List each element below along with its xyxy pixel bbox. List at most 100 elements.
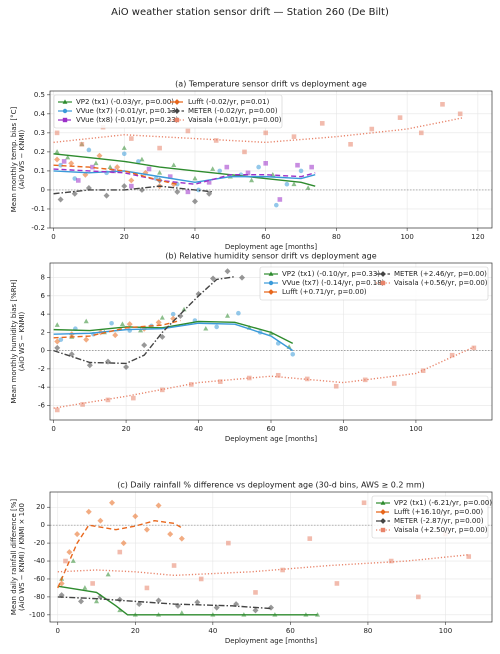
x-axis-label: Deployment age [months] [225, 435, 317, 443]
data-point [107, 164, 113, 169]
data-point [181, 306, 187, 312]
y-tick-label: -0.1 [31, 205, 45, 213]
data-point [319, 121, 325, 126]
legend-label: VVue (tx7) (-0.01/yr, p=0.13) [76, 107, 179, 115]
legend-label: Lufft (+0.71/yr, p=0.00) [282, 288, 367, 296]
data-point [195, 291, 202, 298]
data-point [146, 166, 152, 172]
legend-marker [174, 99, 180, 105]
legend-label: VP2 (tx1) (-0.10/yr, p=0.33) [282, 270, 380, 278]
y-tick-label: -0.2 [31, 224, 45, 232]
data-point [305, 185, 311, 190]
data-point [66, 549, 73, 556]
data-point [117, 607, 123, 613]
x-tick-label: 40 [208, 627, 217, 635]
data-point [143, 526, 150, 533]
legend-box [259, 266, 489, 301]
data-point [388, 558, 394, 564]
data-point [119, 321, 125, 326]
data-point [131, 395, 136, 401]
data-point [82, 171, 89, 178]
data-point [263, 161, 268, 166]
data-point [256, 164, 261, 170]
y-tick-label: -6 [38, 401, 46, 409]
data-point [291, 134, 297, 139]
y-tick-label: -2 [38, 365, 45, 373]
legend-label: VVue (tx8) (-0.01/yr, p=0.23) [76, 116, 179, 124]
data-point [291, 181, 297, 187]
y-tick-label: -80 [34, 593, 45, 601]
data-point [185, 189, 191, 195]
data-point [226, 540, 231, 546]
y-tick-label: 0 [41, 186, 45, 194]
data-point [139, 156, 145, 162]
data-point [171, 162, 177, 168]
data-point [86, 147, 92, 153]
legend-label: VP2 (tx1) (-6.21/yr, p=0.00) [394, 499, 492, 507]
data-point [252, 607, 259, 614]
data-point [141, 342, 148, 349]
plot-frame [49, 90, 493, 229]
data-point [361, 500, 367, 506]
data-point [174, 188, 181, 195]
panel-title: (a) Temperature sensor drift vs deployme… [175, 80, 367, 89]
data-point [121, 151, 127, 157]
trend-line [57, 519, 183, 589]
data-point [128, 177, 135, 184]
data-point [136, 601, 143, 608]
x-tick-label: 80 [332, 233, 341, 241]
data-point [74, 531, 81, 538]
y-tick-label: 0 [41, 521, 45, 529]
y-axis-label: (AiO WS − KNMI) [18, 129, 26, 189]
data-point [114, 164, 121, 171]
legend-label: VVue (tx7) (-0.14/yr, p=0.18) [282, 279, 385, 287]
data-point [155, 319, 162, 326]
data-point [72, 176, 78, 181]
legend-marker [62, 99, 68, 104]
y-tick-label: 4 [41, 310, 46, 318]
x-tick-label: 100 [409, 425, 422, 433]
data-point [117, 549, 123, 555]
x-tick-label: 80 [339, 425, 348, 433]
x-tick-label: 0 [56, 627, 60, 635]
x-tick-label: 20 [131, 627, 140, 635]
data-point [58, 580, 65, 587]
x-tick-label: 40 [194, 425, 203, 433]
data-point [274, 202, 279, 208]
trend-line [53, 164, 178, 185]
legend-label: METER (-2.87/yr, p=0.00) [394, 517, 484, 525]
data-point [284, 181, 290, 187]
legend-marker [380, 518, 386, 524]
data-point [275, 372, 281, 378]
trend-line [53, 322, 294, 352]
data-point [198, 576, 204, 582]
data-point [397, 115, 403, 120]
data-point [57, 196, 64, 203]
data-point [90, 581, 95, 586]
trend-line [57, 596, 272, 610]
data-point [440, 102, 445, 107]
data-point [65, 154, 71, 160]
data-point [174, 602, 181, 609]
legend-marker [268, 271, 274, 276]
data-point [391, 381, 397, 386]
legend-label: METER (-0.02/yr, p=0.00) [188, 107, 278, 115]
y-tick-label: -40 [34, 557, 45, 565]
data-point [63, 558, 68, 564]
x-tick-label: 0 [51, 425, 55, 433]
data-point [369, 126, 375, 132]
data-point [85, 508, 92, 515]
data-point [54, 407, 60, 413]
data-point [277, 197, 283, 202]
trend-line [53, 346, 475, 409]
legend-label: Lufft (-0.02/yr, p=0.01) [188, 98, 270, 106]
y-tick-label: -4 [38, 383, 46, 391]
data-point [61, 159, 67, 164]
data-point [160, 387, 165, 393]
data-point [93, 160, 99, 166]
y-axis-label: Mean monthly temp. bias [°C] [10, 106, 18, 212]
legend-label: METER (+2.46/yr, p=0.00) [394, 270, 487, 278]
data-point [97, 517, 104, 524]
data-point [471, 345, 477, 351]
